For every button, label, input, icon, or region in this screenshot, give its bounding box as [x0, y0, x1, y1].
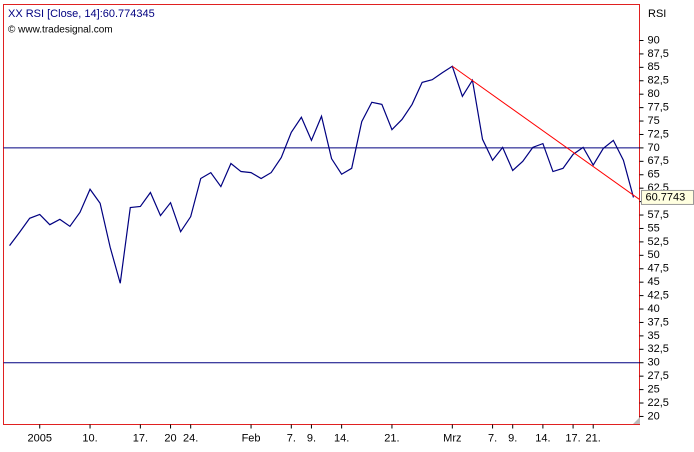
y-tick-label: 37,5 — [648, 316, 669, 328]
y-tick-label: 35 — [648, 330, 660, 342]
chart-title: XX RSI [Close, 14]:60.774345 — [8, 8, 155, 20]
y-tick-label: 67,5 — [648, 155, 669, 167]
y-tick-label: 55 — [648, 222, 660, 234]
y-tick-label: 20 — [648, 410, 660, 422]
y-axis-label: RSI — [648, 8, 666, 20]
x-tick-label: 7. — [488, 432, 497, 444]
y-tick-label: 50 — [648, 249, 660, 261]
rsi-line — [9, 65, 635, 284]
x-tick-label: 20 — [164, 432, 176, 444]
y-tick-label: 82,5 — [648, 75, 669, 87]
y-tick-label: 52,5 — [648, 236, 669, 248]
x-tick-label: 7. — [287, 432, 296, 444]
x-tick-label: 21. — [586, 432, 601, 444]
plot-area — [3, 4, 640, 425]
y-tick-label: 65 — [648, 169, 660, 181]
x-tick-label: 17. — [565, 432, 580, 444]
y-tick-label: 32,5 — [648, 343, 669, 355]
x-tick-label: 2005 — [27, 432, 51, 444]
y-tick-label: 30 — [648, 357, 660, 369]
y-tick-label: 42,5 — [648, 290, 669, 302]
x-tick-label: 9. — [508, 432, 517, 444]
current-value-label: 60.7743 — [646, 191, 686, 203]
y-tick-label: 77,5 — [648, 102, 669, 114]
trendline — [452, 65, 640, 200]
resize-corner — [633, 417, 640, 424]
y-tick-label: 40 — [648, 303, 660, 315]
x-tick-label: 9. — [307, 432, 316, 444]
y-tick-label: 45 — [648, 276, 660, 288]
x-tick-label: Mrz — [443, 432, 461, 444]
x-tick-label: 17. — [133, 432, 148, 444]
x-tick-label: 21. — [384, 432, 399, 444]
x-tick-label: Feb — [242, 432, 261, 444]
x-tick-label: 14. — [334, 432, 349, 444]
y-tick-label: 70 — [648, 142, 660, 154]
x-tick-label: 24. — [183, 432, 198, 444]
y-tick-label: 90 — [648, 34, 660, 46]
y-tick-label: 85 — [648, 61, 660, 73]
y-tick-label: 47,5 — [648, 263, 669, 275]
y-tick-label: 72,5 — [648, 128, 669, 140]
x-tick-label: 14. — [535, 432, 550, 444]
watermark: © www.tradesignal.com — [8, 25, 113, 36]
y-tick-label: 80 — [648, 88, 660, 100]
y-tick-label: 27,5 — [648, 370, 669, 382]
x-tick-label: 10. — [82, 432, 97, 444]
y-tick-label: 25 — [648, 383, 660, 395]
y-tick-label: 75 — [648, 115, 660, 127]
y-tick-label: 87,5 — [648, 48, 669, 60]
y-tick-label: 22,5 — [648, 397, 669, 409]
y-tick-label: 57,5 — [648, 209, 669, 221]
